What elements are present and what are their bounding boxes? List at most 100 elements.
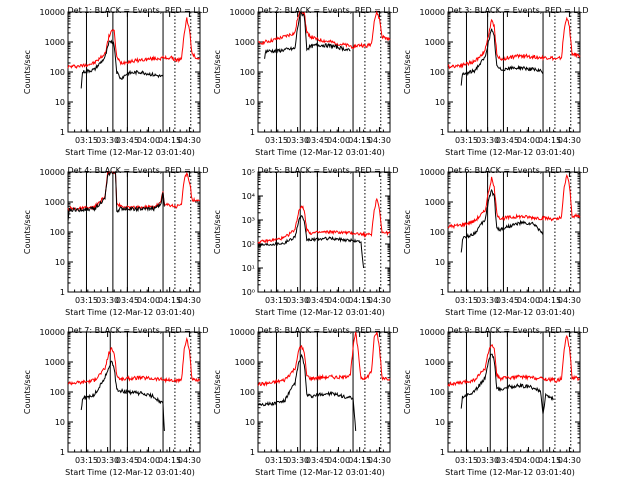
y-tick-label: 1000	[425, 38, 445, 47]
chart-title: Det 1: BLACK = Events, RED = LLD	[68, 6, 209, 15]
x-tick-label: 03:15	[75, 136, 98, 145]
x-tick-label: 04:15	[348, 456, 371, 465]
y-tick-label: 10000	[420, 168, 445, 177]
y-axis-label: Counts/sec	[213, 210, 222, 254]
chart-panel-9: Det 9: BLACK = Events, RED = LLD Counts/s…	[403, 326, 588, 477]
chart-panel-4: Det 4: BLACK = Events, RED = LLD Counts/s…	[23, 166, 208, 317]
series-lld-line	[257, 331, 391, 387]
y-tick-label: 100	[50, 388, 65, 397]
y-tick-label: 1000	[45, 198, 65, 207]
y-axis-label: Counts/sec	[213, 50, 222, 94]
x-tick-label: 04:00	[137, 136, 160, 145]
x-axis-label: Start Time (12-Mar-12 03:01:40)	[445, 468, 575, 477]
x-tick-label: 04:00	[327, 456, 350, 465]
y-tick-label: 100	[50, 228, 65, 237]
x-axis-label: Start Time (12-Mar-12 03:01:40)	[255, 308, 385, 317]
x-tick-label: 03:45	[496, 296, 519, 305]
x-axis-label: Start Time (12-Mar-12 03:01:40)	[65, 468, 195, 477]
y-tick-label: 10	[55, 98, 65, 107]
y-tick-label: 10	[245, 98, 255, 107]
chart-panel-1: Det 1: BLACK = Events, RED = LLD Counts/s…	[23, 6, 208, 157]
x-tick-label: 04:30	[368, 296, 391, 305]
y-tick-label: 10000	[420, 8, 445, 17]
x-tick-label: 03:30	[96, 456, 119, 465]
chart-panel-3: Det 3: BLACK = Events, RED = LLD Counts/s…	[403, 6, 588, 157]
y-axis-label: Counts/sec	[403, 210, 412, 254]
x-tick-label: 03:45	[306, 296, 329, 305]
x-tick-label: 04:30	[558, 296, 581, 305]
y-axis-label: Counts/sec	[403, 370, 412, 414]
plot-frame	[257, 11, 391, 133]
y-tick-label: 100	[430, 68, 445, 77]
x-tick-label: 03:45	[306, 456, 329, 465]
y-tick-label: 1	[250, 128, 255, 137]
y-tick-label: 1000	[45, 38, 65, 47]
x-tick-label: 03:30	[476, 136, 499, 145]
y-tick-label: 10	[245, 418, 255, 427]
chart-title: Det 4: BLACK = Events, RED = LLD	[68, 166, 209, 175]
y-tick-label: 100	[50, 68, 65, 77]
y-tick-label: 10	[55, 258, 65, 267]
series-lld-line	[257, 10, 391, 49]
plot-frame	[447, 11, 581, 133]
y-axis-label: Counts/sec	[23, 50, 32, 94]
x-tick-label: 03:15	[455, 456, 478, 465]
plot-frame	[67, 171, 201, 293]
x-tick-label: 03:15	[265, 296, 288, 305]
y-tick-label: 100	[430, 388, 445, 397]
x-tick-label: 03:30	[286, 136, 309, 145]
y-tick-label: 10000	[40, 8, 65, 17]
y-tick-label: 10000	[420, 328, 445, 337]
x-tick-label: 04:00	[327, 136, 350, 145]
chart-title: Det 7: BLACK = Events, RED = LLD	[68, 326, 209, 335]
series-events-line	[80, 360, 165, 432]
y-tick-label: 1000	[235, 358, 255, 367]
y-tick-label: 1	[60, 448, 65, 457]
x-tick-label: 04:00	[517, 296, 540, 305]
y-axis-label: Counts/sec	[23, 370, 32, 414]
x-tick-label: 03:30	[476, 296, 499, 305]
y-tick-label: 10000	[40, 328, 65, 337]
x-tick-label: 03:15	[75, 296, 98, 305]
plot-frame	[447, 331, 581, 453]
chart-title: Det 2: BLACK = Events, RED = LLD	[258, 6, 399, 15]
y-axis-label: Counts/sec	[23, 210, 32, 254]
series-lld-line	[447, 334, 580, 388]
x-tick-label: 03:15	[455, 296, 478, 305]
chart-title: Det 5: BLACK = Events, RED = LLD	[258, 166, 399, 175]
x-tick-label: 04:30	[178, 136, 201, 145]
series-lld-line	[257, 197, 391, 245]
series-lld-line	[67, 17, 201, 69]
x-tick-label: 04:15	[348, 296, 371, 305]
y-axis-label: Counts/sec	[213, 370, 222, 414]
y-tick-label: 1	[60, 288, 65, 297]
chart-title: Det 6: BLACK = Events, RED = LLD	[448, 166, 589, 175]
y-tick-label: 1	[60, 128, 65, 137]
x-axis-label: Start Time (12-Mar-12 03:01:40)	[65, 308, 195, 317]
y-tick-label: 10000	[230, 8, 255, 17]
y-tick-label: 10⁵	[242, 168, 255, 177]
series-events-line	[460, 353, 554, 415]
chart-panel-5: Det 5: BLACK = Events, RED = LLD Counts/s…	[213, 166, 398, 317]
x-tick-label: 04:15	[538, 296, 561, 305]
y-tick-label: 1000	[425, 358, 445, 367]
x-tick-label: 04:00	[137, 456, 160, 465]
y-tick-label: 10	[55, 418, 65, 427]
y-tick-label: 1	[250, 448, 255, 457]
series-lld-line	[68, 336, 201, 386]
series-events-line	[460, 188, 544, 253]
x-tick-label: 03:30	[476, 456, 499, 465]
y-tick-label: 10⁰	[242, 288, 255, 297]
series-lld-line	[447, 173, 581, 230]
chart-title: Det 9: BLACK = Events, RED = LLD	[448, 326, 589, 335]
chart-title: Det 8: BLACK = Events, RED = LLD	[258, 326, 399, 335]
y-tick-label: 10²	[242, 240, 255, 249]
x-tick-label: 03:15	[265, 136, 288, 145]
y-tick-label: 100	[240, 68, 255, 77]
y-tick-label: 1	[440, 128, 445, 137]
x-tick-label: 04:15	[348, 136, 371, 145]
y-tick-label: 100	[240, 388, 255, 397]
y-tick-label: 10	[435, 98, 445, 107]
x-tick-label: 03:45	[116, 136, 139, 145]
